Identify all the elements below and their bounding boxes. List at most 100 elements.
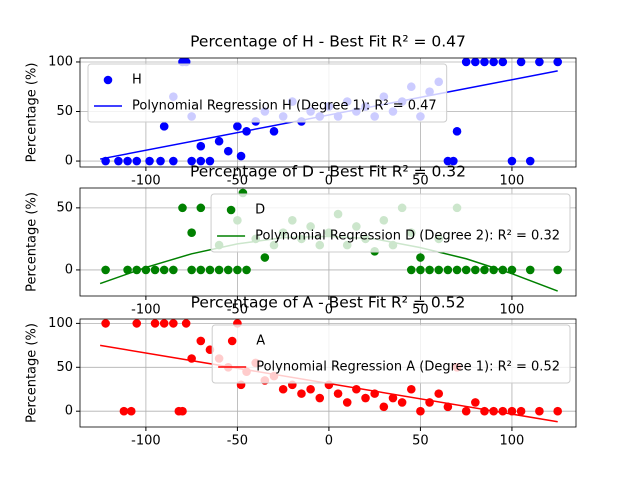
data-point [159,265,169,275]
data-point [187,156,196,166]
data-point [471,58,480,67]
data-point [498,58,508,67]
data-point [123,156,132,166]
legend-label: Polynomial Regression D (Degree 2): R² =… [255,229,560,244]
data-point [480,406,489,416]
y-axis-label: Percentage (%) [25,63,40,163]
data-point [233,122,242,131]
x-tick-label: 100 [500,174,525,189]
y-tick-label: 0 [65,262,73,277]
x-tick-label: 0 [325,303,333,318]
data-point [123,265,132,275]
legend-label: Polynomial Regression H (Degree 1): R² =… [132,99,437,114]
data-point [361,393,370,403]
data-point [101,265,110,275]
data-point [471,398,480,407]
axes-frame [79,57,577,168]
data-point [223,146,233,156]
legend-label: A [256,334,265,349]
data-point [101,319,110,328]
data-point [223,265,233,275]
data-point [169,156,178,166]
data-point [443,402,453,412]
legend-label: H [132,73,142,88]
data-point [416,265,425,275]
legend-box [210,193,571,253]
x-tick-label: 50 [412,303,429,318]
y-axis-label: Percentage (%) [25,192,40,292]
legend-box [87,63,448,123]
data-point [233,265,242,275]
x-tick-label: 100 [500,434,525,449]
data-point [126,406,136,416]
data-point [507,156,517,166]
data-point [169,265,178,275]
data-point [159,319,169,328]
data-point [205,265,215,275]
data-point [452,265,462,275]
y-axis-label: Percentage (%) [25,323,40,423]
data-point [214,136,224,146]
chart-title: Percentage of D - Best Fit R² = 0.32 [190,163,466,181]
y-tick-label: 100 [48,54,73,69]
data-point [145,156,154,166]
data-point [416,406,425,416]
data-point [242,265,251,275]
x-tick-label: 0 [325,434,333,449]
data-point [214,265,224,275]
data-point [169,319,178,328]
data-point [461,406,471,416]
y-tick-label: 0 [65,154,73,169]
data-point [379,402,389,412]
data-point [425,265,434,275]
y-tick-label: 0 [65,404,73,419]
x-tick-label: -100 [131,434,161,449]
data-point [553,58,562,67]
chart-title: Percentage of A - Best Fit R² = 0.52 [191,294,466,312]
y-tick-label: 100 [48,316,73,331]
axes-frame [79,187,577,297]
data-point [416,253,425,262]
data-point [178,406,187,416]
data-point [205,156,215,166]
data-point [306,384,315,394]
data-point [150,319,160,328]
data-point [525,156,535,166]
data-point [498,406,508,416]
data-point [315,393,325,403]
data-point [342,398,352,407]
data-point [397,398,407,407]
data-point [449,156,458,166]
data-point [507,265,517,275]
x-tick-label: -100 [131,303,161,318]
data-point [181,319,191,328]
x-tick-label: -50 [227,303,248,318]
data-point [297,389,306,398]
legend-label: D [255,203,265,218]
legend: D Polynomial Regression D (Degree 2): R² … [210,193,571,253]
legend-swatch [103,75,113,85]
x-tick-label: 0 [325,174,333,189]
legend: H Polynomial Regression H (Degree 1): R² … [87,63,448,123]
data-point [236,151,246,161]
legend-box [211,324,571,384]
data-point [150,265,160,275]
data-point [187,228,196,237]
chart-title: Percentage of H - Best Fit R² = 0.47 [190,33,466,51]
x-tick-label: -50 [227,434,248,449]
data-point [260,253,270,262]
data-point [156,156,165,166]
y-tick-label: 50 [56,360,73,375]
axes-frame [79,318,577,428]
data-point [434,389,444,398]
data-point [187,265,196,275]
x-tick-label: -50 [227,174,248,189]
data-point [553,406,562,416]
data-point [132,319,142,328]
x-tick-label: -100 [131,174,161,189]
data-point [480,58,489,67]
data-point [480,265,489,275]
data-point [434,265,444,275]
data-point [443,265,453,275]
